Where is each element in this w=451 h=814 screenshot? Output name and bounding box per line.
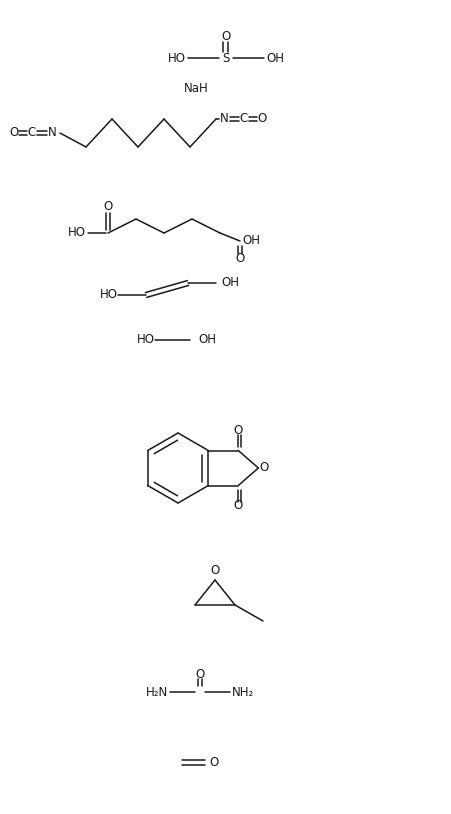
Text: O: O [259,462,268,475]
Text: S: S [222,51,229,64]
Text: OH: OH [221,277,239,290]
Text: O: O [233,499,242,512]
Text: O: O [195,667,204,681]
Text: OH: OH [198,334,216,347]
Text: OH: OH [241,234,259,247]
Text: O: O [235,252,244,265]
Text: O: O [233,424,242,437]
Text: N: N [219,112,228,125]
Text: C: C [239,112,248,125]
Text: HO: HO [68,226,86,239]
Text: OH: OH [265,51,283,64]
Text: O: O [221,29,230,42]
Text: H₂N: H₂N [145,685,168,698]
Text: HO: HO [168,51,186,64]
Text: HO: HO [100,288,118,301]
Text: O: O [209,755,218,768]
Text: HO: HO [137,334,155,347]
Text: N: N [47,126,56,139]
Text: O: O [9,126,18,139]
Text: O: O [257,112,266,125]
Text: O: O [103,200,112,213]
Text: C: C [28,126,36,139]
Text: O: O [210,564,219,577]
Text: NH₂: NH₂ [231,685,253,698]
Text: NaH: NaH [183,81,208,94]
